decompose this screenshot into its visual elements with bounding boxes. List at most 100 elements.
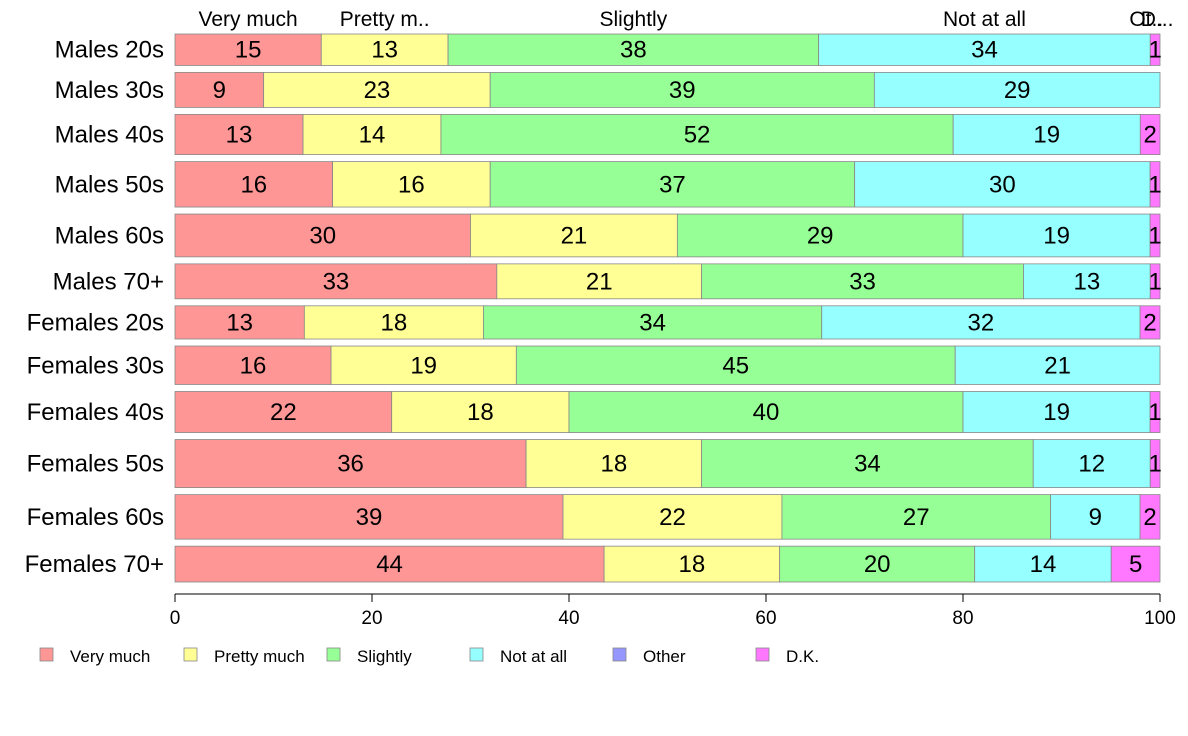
bar-segment-d-k (1139, 494, 1161, 540)
data-label: 29 (1004, 77, 1031, 104)
bar-segment-not-at-all (821, 305, 1141, 340)
bar-segment-slightly (489, 161, 856, 208)
data-label: 36 (337, 451, 364, 478)
x-axis: 0 20 40 60 80 100 (170, 593, 1176, 629)
column-header-very-much: Very much (199, 8, 298, 31)
row-label: Males 30s (55, 77, 164, 104)
data-label: 1 (1148, 399, 1161, 426)
row-females-40s: Females 40s 22 18 40 19 1 (27, 391, 1162, 433)
row-females-60s: Females 60s 39 22 27 9 2 (27, 494, 1161, 540)
data-label: 14 (359, 122, 386, 149)
legend-item-d-k: D.K. (755, 647, 819, 666)
data-label: 14 (1030, 551, 1057, 578)
row-label: Females 70+ (25, 551, 164, 578)
data-label: 9 (1089, 504, 1102, 531)
bar-segment-d-k (1149, 33, 1161, 66)
data-label: 29 (807, 222, 834, 249)
data-label: 19 (1043, 399, 1070, 426)
bar-segment-slightly (440, 114, 954, 156)
data-label: 16 (240, 352, 267, 379)
bar-segment-not-at-all (962, 213, 1151, 258)
bar-segment-not-at-all (962, 391, 1151, 433)
data-label: 9 (213, 77, 226, 104)
row-males-40s: Males 40s 13 14 52 19 2 (55, 114, 1161, 156)
data-label: 37 (659, 171, 686, 198)
legend-label: Pretty much (214, 647, 305, 666)
data-label: 44 (376, 551, 403, 578)
legend-swatch (469, 647, 484, 662)
row-females-30s: Females 30s 16 19 45 21 (27, 345, 1161, 385)
row-label: Females 20s (27, 309, 164, 336)
row-label: Females 30s (27, 352, 164, 379)
legend-swatch (612, 647, 627, 662)
data-label: 1 (1148, 171, 1161, 198)
bar-segment-not-at-all (1023, 263, 1151, 300)
bar-segment-not-at-all (974, 545, 1112, 583)
x-tick-label: 80 (952, 608, 973, 629)
bar-segment-pretty-much (320, 33, 449, 66)
bar-segment-very-much (174, 305, 305, 340)
column-header-d-k: D... (1141, 8, 1174, 31)
data-label: 19 (1043, 222, 1070, 249)
bar-segment-slightly (676, 213, 964, 258)
row-label: Females 50s (27, 451, 164, 478)
data-label: 30 (309, 222, 336, 249)
bar-segment-d-k (1110, 545, 1161, 583)
data-label: 1 (1148, 37, 1161, 64)
x-tick-label: 0 (170, 608, 181, 629)
column-header-pretty-much: Pretty m.. (340, 8, 430, 31)
data-label: 22 (659, 504, 686, 531)
bar-segment-pretty-much (470, 213, 678, 258)
data-label: 1 (1148, 451, 1161, 478)
legend: Very much Pretty much Slightly Not at all Ot… (39, 647, 819, 666)
bar-segment-pretty-much (525, 439, 703, 489)
bar-segment-d-k (1139, 114, 1161, 156)
data-label: 20 (864, 551, 891, 578)
data-label: 1 (1148, 268, 1161, 295)
data-label: 16 (240, 171, 267, 198)
row-label: Males 60s (55, 222, 164, 249)
bar-segment-very-much (174, 345, 332, 385)
data-label: 2 (1143, 309, 1156, 336)
data-label: 21 (586, 268, 613, 295)
legend-label: Slightly (357, 647, 412, 666)
bar-segment-d-k (1149, 213, 1161, 258)
data-label: 12 (1078, 451, 1105, 478)
row-males-30s: Males 30s 9 23 39 29 (55, 72, 1161, 108)
legend-label: Very much (70, 647, 150, 666)
data-label: 34 (639, 309, 666, 336)
legend-label: D.K. (786, 647, 819, 666)
row-label: Males 40s (55, 122, 164, 149)
data-label: 33 (849, 268, 876, 295)
row-label: Females 40s (27, 399, 164, 426)
data-label: 22 (270, 399, 297, 426)
data-label: 45 (722, 352, 749, 379)
data-label: 27 (903, 504, 930, 531)
bar-segment-very-much (174, 494, 564, 540)
bar-segment-not-at-all (873, 72, 1161, 108)
bar-segment-d-k (1139, 305, 1161, 340)
row-label: Males 20s (55, 37, 164, 64)
data-label: 19 (1033, 122, 1060, 149)
bar-segment-not-at-all (952, 114, 1141, 156)
row-females-50s: Females 50s 36 18 34 12 1 (27, 439, 1162, 489)
data-label: 5 (1129, 551, 1142, 578)
data-label: 13 (226, 122, 253, 149)
row-males-20s: Males 20s 15 13 38 34 1 (55, 33, 1162, 66)
bar-segment-slightly (701, 439, 1034, 489)
data-label: 21 (1044, 352, 1071, 379)
bar-segment-slightly (489, 72, 875, 108)
data-label: 2 (1143, 504, 1156, 531)
legend-item-not-at-all: Not at all (469, 647, 567, 666)
column-header-other: Ot.. (1129, 8, 1163, 31)
bar-segment-slightly (701, 263, 1024, 300)
legend-label: Other (643, 647, 686, 666)
x-tick-label: 60 (755, 608, 776, 629)
data-label: 16 (398, 171, 425, 198)
data-label: 1 (1148, 222, 1161, 249)
data-label: 30 (989, 171, 1016, 198)
legend-label: Not at all (500, 647, 567, 666)
row-males-60s: Males 60s 30 21 29 19 1 (55, 213, 1162, 258)
